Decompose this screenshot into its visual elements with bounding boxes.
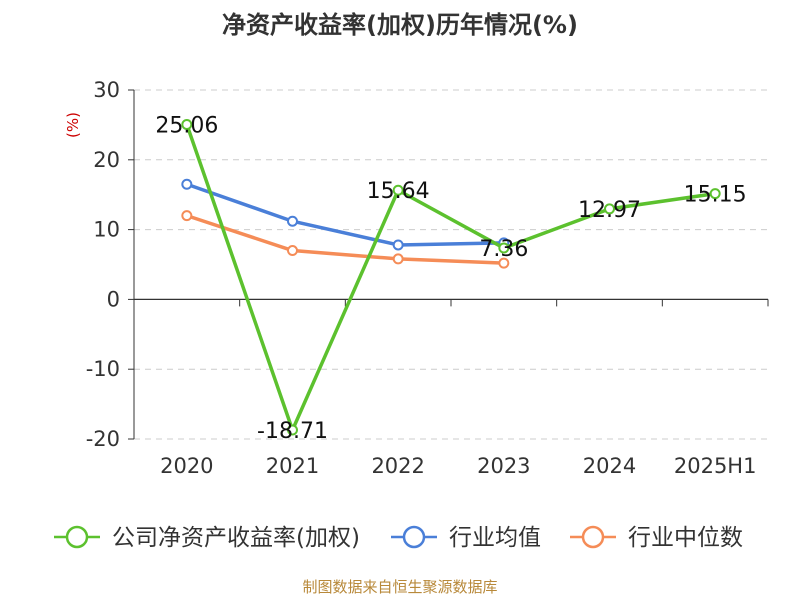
legend-label: 行业中位数 <box>628 525 743 551</box>
y-tick-label: -10 <box>86 357 120 381</box>
legend-label: 公司净资产收益率(加权) <box>112 525 360 551</box>
legend-marker-icon <box>402 525 426 549</box>
data-point[interactable] <box>392 239 404 251</box>
y-tick-label: 20 <box>93 148 120 172</box>
x-tick-label: 2020 <box>160 454 213 478</box>
data-point[interactable] <box>287 245 298 257</box>
data-label: 15.15 <box>684 183 747 208</box>
y-axis-unit: (%) <box>64 112 82 138</box>
data-point[interactable] <box>181 118 193 130</box>
data-label: 15.64 <box>367 179 430 204</box>
x-tick-label: 2025H1 <box>674 454 757 478</box>
legend-label: 行业均值 <box>449 525 541 551</box>
chart-title: 净资产收益率(加权)历年情况(%) <box>222 11 578 39</box>
data-point[interactable] <box>287 424 298 436</box>
gridlines <box>134 89 768 440</box>
series-lines <box>181 118 721 436</box>
source-note: 制图数据来自恒生聚源数据库 <box>302 578 497 596</box>
y-tick-label: -20 <box>86 427 120 451</box>
y-tick-label: 0 <box>107 287 120 311</box>
series-line <box>186 182 504 247</box>
axes: 30 20 10 0 -10 -20 2020 2021 2022 2023 2024 2025H1 <box>86 78 769 478</box>
x-tick-label: 2023 <box>477 454 530 478</box>
series-line <box>185 123 716 432</box>
x-tick-label: 2024 <box>583 454 636 478</box>
x-tick-label: 2021 <box>266 454 319 478</box>
series-line <box>186 213 504 265</box>
data-point[interactable] <box>181 210 193 222</box>
data-label: 25.06 <box>155 113 218 138</box>
data-label: 7.36 <box>479 237 528 262</box>
legend-item[interactable]: 行业中位数 <box>570 525 743 551</box>
data-point[interactable] <box>392 184 404 196</box>
legend-item[interactable]: 行业均值 <box>391 525 541 551</box>
legend-marker-icon <box>65 525 89 549</box>
data-point[interactable] <box>604 203 615 215</box>
y-tick-label: 10 <box>93 218 120 242</box>
data-point[interactable] <box>709 188 721 200</box>
x-tick-label: 2022 <box>371 454 424 478</box>
data-point[interactable] <box>498 242 510 254</box>
legend-item[interactable]: 公司净资产收益率(加权) <box>54 525 360 551</box>
legend-marker-icon <box>581 525 605 549</box>
data-label: -18.71 <box>257 419 328 444</box>
data-point[interactable] <box>498 257 510 269</box>
data-point[interactable] <box>392 253 404 265</box>
data-label: 12.97 <box>578 198 641 223</box>
data-point[interactable] <box>287 215 298 227</box>
y-tick-label: 30 <box>93 78 120 102</box>
data-point[interactable] <box>181 178 193 190</box>
legend[interactable]: 公司净资产收益率(加权) 行业均值 行业中位数 <box>54 525 743 551</box>
data-labels: 25.06 -18.71 15.64 7.36 12.97 15.15 <box>155 113 746 444</box>
